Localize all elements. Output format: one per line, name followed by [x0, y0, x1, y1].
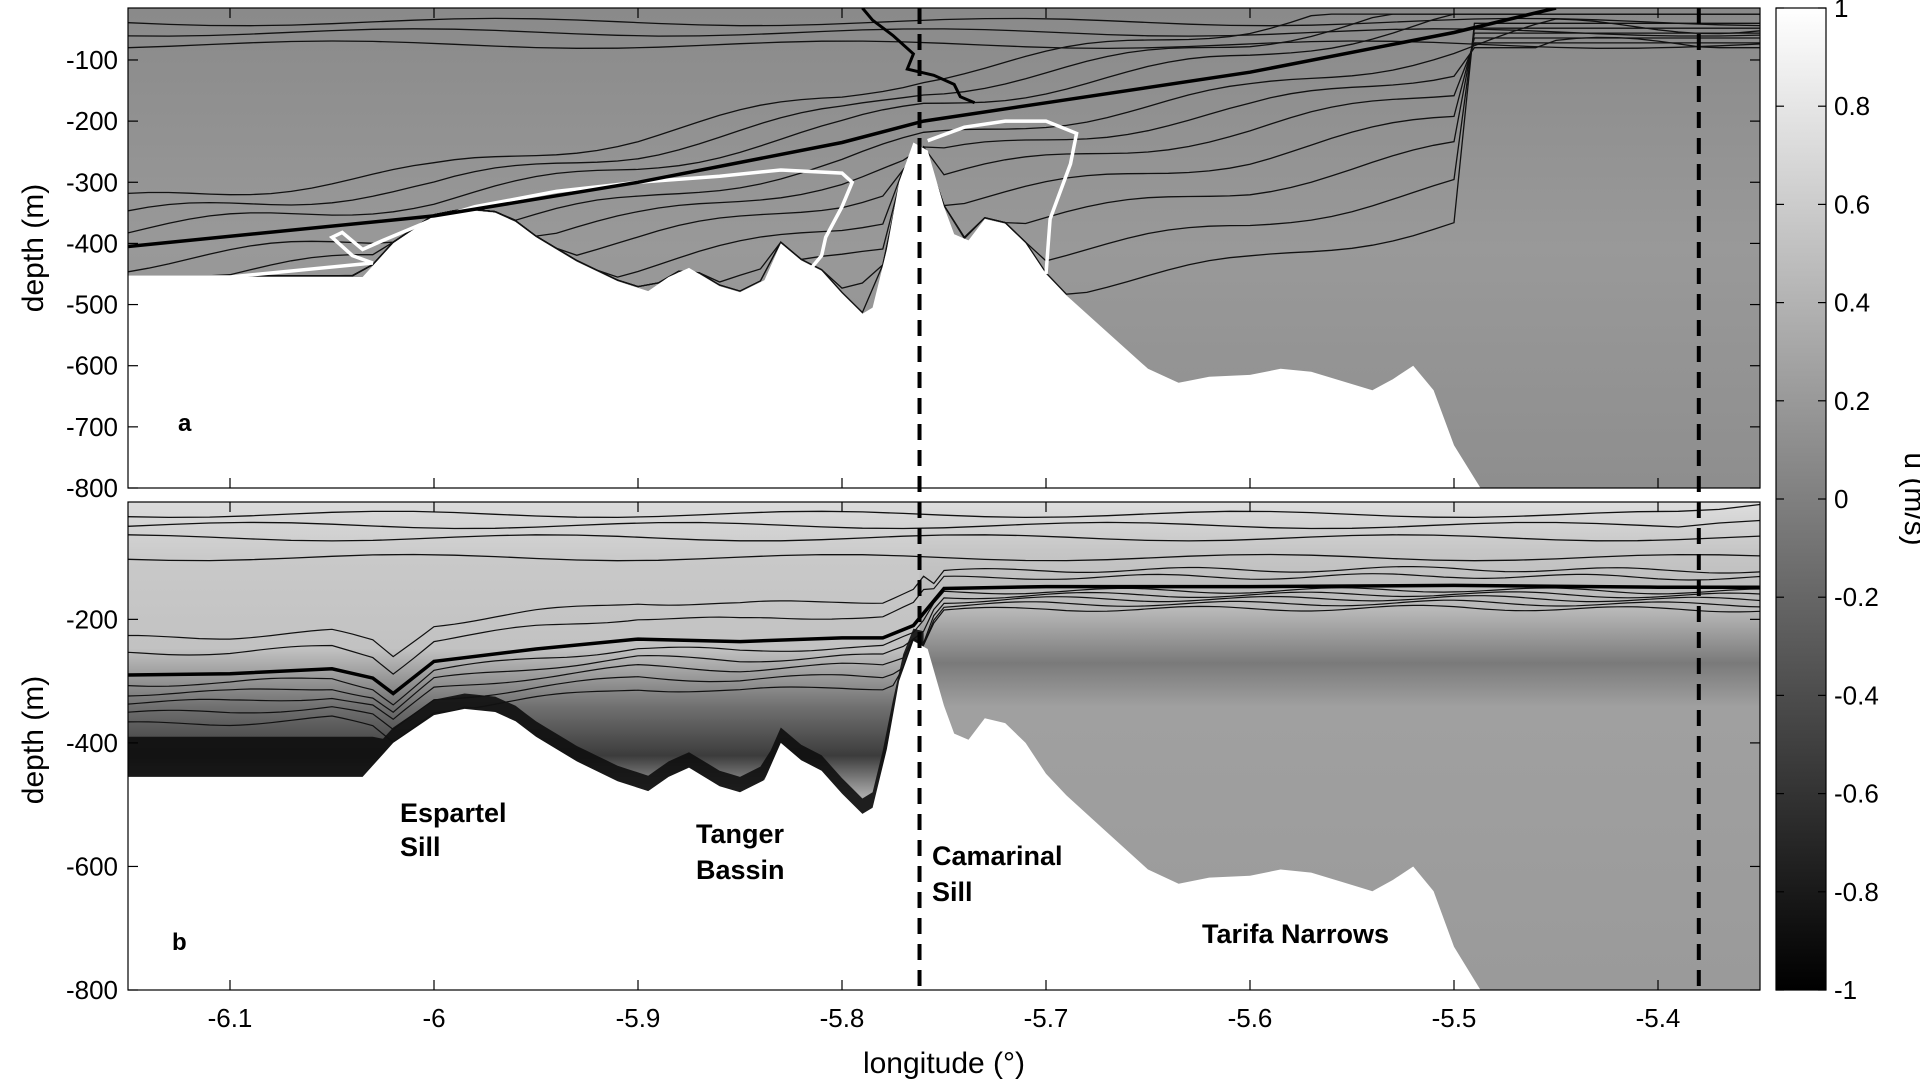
panel-b-contour-line: [128, 591, 1760, 713]
y-tick-label: -100: [66, 45, 118, 75]
panel-b-letter: b: [172, 929, 187, 956]
annotation-espartel-line2: Sill: [400, 832, 441, 862]
colorbar-tick-label: 1: [1834, 0, 1848, 23]
panel-b-contour-line: [128, 599, 1760, 731]
y-tick-label: -400: [66, 228, 118, 258]
panel-b: -200 -400 -600 -800 b depth (m): [17, 501, 1761, 1005]
annotation-camarinal-sill: Camarinal Sill: [932, 841, 1070, 907]
x-tick-label: -6: [422, 1003, 445, 1033]
colorbar-tick-label: -0.6: [1834, 779, 1879, 809]
annotation-tanger-line2: Bassin: [696, 855, 785, 885]
x-tick-label: -6.1: [208, 1003, 253, 1033]
x-tick-label: -5.4: [1636, 1003, 1681, 1033]
panel-a-white-contours: [128, 119, 1079, 282]
x-tick-label: -5.9: [616, 1003, 661, 1033]
colorbar-ticks: 1 0.8 0.6 0.4 0.2 0 -0.2 -0.4 -0.6 -0.8 -1: [1776, 0, 1879, 1005]
panel-a-ylabel: depth (m): [17, 184, 50, 312]
panel-a-white-contour: [128, 168, 855, 282]
y-tick-label: -400: [66, 728, 118, 758]
panel-b-contour-line: [128, 595, 1760, 721]
panel-b-contour-line: [128, 587, 1760, 706]
colorbar-tick-label: -0.8: [1834, 877, 1879, 907]
y-tick-label: -700: [66, 412, 118, 442]
colorbar-tick-label: 0.2: [1834, 386, 1870, 416]
panel-b-surface-contour: [128, 519, 1760, 530]
annotation-camarinal-line2: Sill: [932, 877, 973, 907]
y-tick-label: -800: [66, 473, 118, 503]
panel-a-sill-contour: [861, 8, 976, 105]
annotation-tarifa-narrows: Tarifa Narrows: [1202, 919, 1389, 949]
panel-b-interface-line: [128, 583, 1760, 696]
panel-a-letter: a: [178, 410, 192, 437]
x-axis-label: longitude (°): [863, 1047, 1025, 1080]
panel-b-surface-contour: [128, 503, 1760, 519]
colorbar-tick-label: 0.6: [1834, 189, 1870, 219]
y-tick-label: -200: [66, 604, 118, 634]
annotation-tanger-bassin: Tanger Bassin: [696, 819, 792, 885]
colorbar-label: u (m/s): [1898, 452, 1920, 545]
y-tick-label: -800: [66, 975, 118, 1005]
panel-b-bathymetry: [128, 641, 1481, 990]
x-tick-label: -5.5: [1432, 1003, 1477, 1033]
panel-b-surface-contour: [128, 553, 1760, 562]
y-tick-label: -600: [66, 851, 118, 881]
panel-a: -100 -200 -300 -400 -500 -600 -700 -800 a depth…: [17, 7, 1761, 503]
panel-b-ylabel: depth (m): [17, 676, 50, 804]
colorbar-tick-label: -1: [1834, 975, 1857, 1005]
x-tick-label: -5.7: [1024, 1003, 1069, 1033]
panel-b-surface-contour: [128, 534, 1760, 542]
y-tick-label: -500: [66, 290, 118, 320]
panel-a-surface-contour: [128, 40, 1760, 50]
colorbar-tick-label: 0.8: [1834, 91, 1870, 121]
x-tick-label: -5.8: [820, 1003, 865, 1033]
colorbar-tick-label: -0.4: [1834, 680, 1879, 710]
panel-a-surface-contour: [128, 17, 1760, 27]
colorbar-tick-label: -0.2: [1834, 582, 1879, 612]
panel-b-isopycnal-contours: [128, 503, 1760, 744]
annotation-camarinal-line1: Camarinal: [932, 841, 1063, 871]
panel-a-surface-contour: [128, 28, 1760, 37]
x-tick-label: -5.6: [1228, 1003, 1273, 1033]
colorbar-tick-label: 0: [1834, 484, 1848, 514]
colorbar-gradient: [1775, 7, 1827, 991]
vertical-dashed-lines: [917, 8, 1701, 990]
colorbar-tick-label: 0.4: [1834, 288, 1870, 318]
y-tick-label: -200: [66, 106, 118, 136]
panel-a-white-contour: [927, 119, 1079, 275]
panel-b-contour-line: [128, 604, 1760, 744]
y-tick-label: -300: [66, 167, 118, 197]
panel-a-contour-line: [128, 18, 1760, 273]
y-tick-label: -600: [66, 351, 118, 381]
x-axis-ticks: -6.1 -6 -5.9 -5.8 -5.7 -5.6 -5.5 -5.4: [208, 8, 1681, 1033]
panel-b-frame: [127, 501, 1761, 991]
panel-b-y-ticks: -200 -400 -600 -800: [66, 604, 1760, 1005]
annotation-espartel-line1: Espartel: [400, 798, 507, 828]
panel-b-outflow-jet: [128, 628, 924, 817]
panel-b-contour-line: [128, 566, 1760, 658]
panel-a-frame: [127, 7, 1761, 489]
panel-a-y-ticks: -100 -200 -300 -400 -500 -600 -700 -800: [66, 45, 1760, 503]
annotation-tanger-line1: Tanger: [696, 819, 785, 849]
annotations: Espartel Sill Tanger Bassin Camarinal Si…: [400, 798, 1389, 949]
panel-b-contour-line: [128, 573, 1760, 675]
annotation-espartel-sill: Espartel Sill: [400, 798, 514, 862]
panel-a-interface-line: [128, 8, 1557, 249]
colorbar: 1 0.8 0.6 0.4 0.2 0 -0.2 -0.4 -0.6 -0.8 -1 u (m/s): [1775, 0, 1920, 1005]
panel-a-bathymetry: [128, 142, 1481, 488]
